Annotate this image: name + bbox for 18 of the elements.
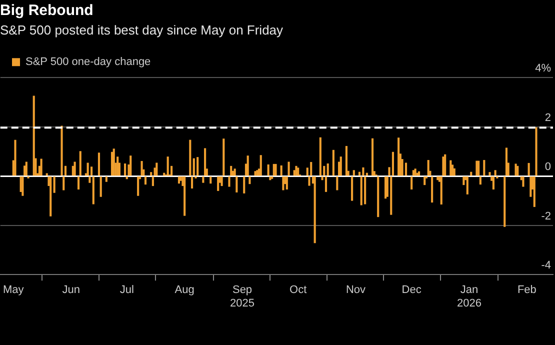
x-tick-label: Dec xyxy=(402,284,422,296)
y-tick-label: 4% xyxy=(535,62,552,75)
y-tick-label: -4 xyxy=(541,260,551,272)
y-tick-label: 0 xyxy=(544,161,551,174)
y-tick-label: 2 xyxy=(544,112,551,124)
legend-label: S&P 500 one-day change xyxy=(26,56,151,68)
x-tick-label: Feb xyxy=(517,284,536,296)
x-tick-label: Jul xyxy=(120,284,134,296)
x-tick-label: May xyxy=(3,284,24,296)
x-tick-label: Nov xyxy=(346,284,366,296)
x-tick-label: Jun xyxy=(62,284,80,296)
chart-title: Big Rebound xyxy=(0,2,94,20)
x-tick-label: Oct xyxy=(290,284,307,296)
x-tick-label: Aug xyxy=(174,284,194,296)
chart-subtitle: S&P 500 posted its best day since May on Friday xyxy=(0,22,284,38)
y-tick-label: -2 xyxy=(541,210,551,222)
x-tick-label: Jan 2026 xyxy=(457,284,482,310)
x-tick-label: Sep 2025 xyxy=(230,284,254,310)
